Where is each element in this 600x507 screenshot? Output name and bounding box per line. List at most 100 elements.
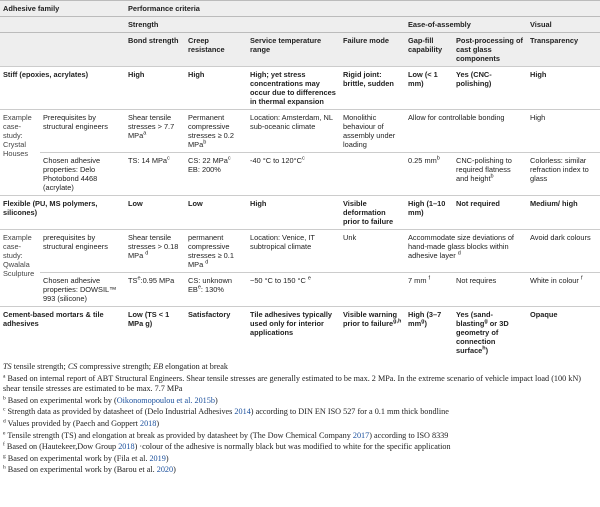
table-cell: Shear tensile stresses > 7.7 MPaa — [125, 109, 185, 153]
footnote-list: a Based on internal report of ABT Struct… — [3, 372, 598, 476]
text: Yes (sand-blasting — [456, 310, 493, 328]
table-cell: Chosen adhesive properties: DOWSIL™ 993 … — [40, 272, 125, 307]
text: ) — [156, 418, 160, 428]
text: 0.25 mm — [408, 156, 437, 165]
table-cell: Low — [125, 195, 185, 230]
footnote-ref: c — [227, 155, 231, 162]
citation-link[interactable]: Oikonomopoulou et al. 2015b — [116, 395, 215, 405]
table-cell: −50 °C to 150 °C e — [247, 272, 340, 307]
text: CS: unknown EB — [188, 276, 232, 294]
footnote-ref: b — [490, 173, 494, 180]
column-header: Bond strength — [125, 32, 185, 67]
text: Opaque — [530, 310, 558, 319]
column-header: Service temperature range — [247, 32, 340, 67]
table-cell: Not required — [453, 195, 527, 230]
footnote-ref: d — [457, 250, 461, 257]
citation-link[interactable]: 2019 — [149, 453, 166, 463]
table-cell: 0.25 mmb — [405, 152, 453, 196]
text: ) — [424, 319, 427, 328]
citation-link[interactable]: 2020 — [156, 465, 174, 475]
text: Based on internal report of ABT Structur… — [3, 373, 581, 394]
text: Flexible (PU, MS polymers, silicones) — [3, 199, 98, 217]
text: ) — [485, 346, 489, 355]
text: Shear tensile stresses > 7.7 MPa — [128, 113, 175, 140]
text: ) according to ISO 8339 — [369, 430, 449, 440]
footnote-ref: g — [484, 318, 488, 325]
text: Stiff (epoxies, acrylates) — [3, 70, 89, 79]
text: Not required — [456, 199, 500, 208]
text: −50 °C to 150 °C — [250, 276, 308, 285]
text: 7 mm — [408, 276, 429, 285]
text: ) ·colour of the adhesive is normally bl… — [134, 442, 451, 452]
table-cell: prerequisites by structural engineers — [40, 229, 125, 273]
footnote: c Strength data as provided by datasheet… — [3, 407, 598, 418]
footnotes: TS tensile strength; CS compressive stre… — [0, 358, 600, 476]
text: Prerequisites by structural engineers — [43, 113, 108, 131]
abbreviation: TS — [3, 362, 12, 371]
text: Location: Venice, IT subtropical climate — [250, 233, 315, 251]
text: High — [530, 113, 546, 122]
text: Shear tensile stresses > 0.18 MPa — [128, 233, 179, 260]
citation-link[interactable]: 2014 — [234, 407, 251, 417]
citation-link[interactable]: 2018 — [139, 418, 157, 428]
footnote-ref: d — [205, 259, 209, 266]
table-cell: Cement-based mortars & tile adhesives — [0, 306, 125, 358]
footnote: g Based on experimental work by (Fila et… — [3, 453, 598, 465]
text: Location: Amsterdam, NL sub-oceanic clim… — [250, 113, 333, 131]
table-cell: Avoid dark colours — [527, 229, 600, 273]
table-cell: Yes (CNC-polishing) — [453, 66, 527, 110]
text: ) — [214, 395, 218, 405]
text: Based on (Hautekeer,Dow Group — [6, 442, 119, 452]
text: Values provided by (Paech and Goppert — [7, 418, 140, 428]
footnote-mark: g — [3, 453, 6, 460]
column-header: Creep resistance — [185, 32, 247, 67]
text: Satisfactory — [188, 310, 231, 319]
header-group: Strength — [125, 16, 405, 33]
table-cell: High — [527, 66, 600, 110]
footnote-ref: h — [482, 345, 486, 352]
table-cell: High; yet stress concentrations may occu… — [247, 66, 340, 110]
footnote-ref: b — [203, 139, 207, 146]
text: Based on experimental work by (Fila et a… — [7, 453, 150, 463]
abbreviation: EB — [153, 362, 164, 371]
table-cell: High — [125, 66, 185, 110]
footnote-ref: c — [167, 155, 170, 162]
text: Low (TS < 1 MPa g) — [128, 310, 170, 328]
column-header: Failure mode — [340, 32, 405, 67]
text: ) — [173, 465, 176, 475]
text: High — [188, 70, 205, 79]
text: Low — [188, 199, 203, 208]
text: Tensile strength (TS) and elongation at … — [7, 430, 353, 440]
table-cell: CS: 22 MPac EB: 200% — [185, 152, 247, 196]
table-cell: 7 mm f — [405, 272, 453, 307]
text: Low — [128, 199, 143, 208]
table-cell: Visible deformation prior to failure — [340, 195, 405, 230]
footnote-mark: d — [3, 418, 6, 425]
text: Visible deformation prior to failure — [343, 199, 394, 226]
table-cell: High — [527, 109, 600, 153]
citation-link[interactable]: 2018 — [118, 442, 135, 452]
header-cell: Performance criteria — [125, 0, 600, 17]
footnote-mark: h — [3, 464, 6, 471]
footnote-ref: e — [197, 284, 201, 291]
footnote-mark: b — [3, 395, 6, 402]
text: Visible warning prior to failure — [343, 310, 398, 328]
table-cell: Monolithic behaviour of assembly under l… — [340, 109, 405, 153]
citation-link[interactable]: 2017 — [352, 430, 370, 440]
text: elongation at break — [163, 362, 228, 371]
table-cell: Medium/ high — [527, 195, 600, 230]
footnote-ref: e — [137, 275, 141, 282]
text: : 130% — [200, 285, 224, 294]
footnote-ref: g — [421, 318, 425, 325]
text: CS: 22 MPa — [188, 156, 228, 165]
table-cell: Accommodate size deviations of hand-made… — [405, 229, 527, 273]
table-cell: Not requires — [453, 272, 527, 307]
text: High — [128, 70, 145, 79]
table-cell: Opaque — [527, 306, 600, 358]
text: TS — [128, 276, 138, 285]
text: Example case-study: Qwalala Sculpture — [3, 233, 35, 278]
abbreviations: TS tensile strength; CS compressive stre… — [3, 362, 598, 373]
text: Yes (CNC-polishing) — [456, 70, 492, 88]
table-cell: Tile adhesives typically used only for i… — [247, 306, 340, 358]
footnote-mark: a — [3, 372, 6, 379]
